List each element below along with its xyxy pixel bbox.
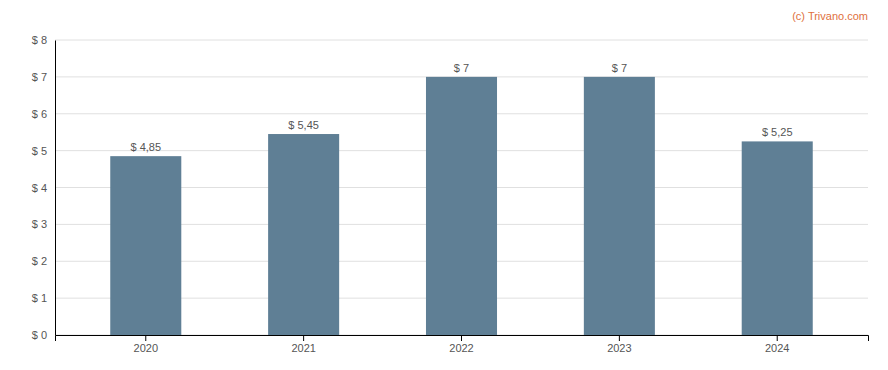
bars — [110, 77, 812, 335]
y-tick-label: $ 6 — [32, 108, 47, 120]
bar — [268, 134, 339, 335]
y-tick-label: $ 3 — [32, 218, 47, 230]
x-tick-mark — [777, 335, 778, 341]
data-label: $ 5,45 — [288, 119, 319, 131]
y-tick-label: $ 5 — [32, 145, 47, 157]
x-tick-label: 2020 — [134, 342, 158, 354]
y-tick: $ 0 — [32, 329, 55, 341]
y-tick: $ 2 — [32, 255, 55, 267]
bar — [742, 141, 813, 335]
x-tick-mark — [145, 335, 146, 341]
y-tick-label: $ 0 — [32, 329, 47, 341]
y-axis: $ 0 $ 1 $ 2 $ 3 $ 4 $ 5 $ 6 $ 7 $ 8 — [32, 34, 56, 341]
y-tick: $ 3 — [32, 218, 55, 230]
bar — [426, 77, 497, 335]
data-label: $ 7 — [612, 62, 627, 74]
y-tick: $ 6 — [32, 108, 55, 120]
annotation: (c) Trivano.com — [792, 10, 868, 22]
x-tick-mark — [303, 335, 304, 341]
y-tick: $ 1 — [32, 292, 55, 304]
x-tick-label: 2024 — [765, 342, 789, 354]
data-label: $ 4,85 — [130, 141, 161, 153]
y-tick-label: $ 2 — [32, 255, 47, 267]
x-tick: 2023 — [607, 335, 631, 354]
chart: $ 0$ 1$ 2$ 3$ 4$ 5$ 6$ 7$ 82020202120222… — [0, 0, 888, 370]
y-tick: $ 5 — [32, 145, 55, 157]
data-labels: $ 4,85 $ 5,45 $ 7 $ 7 $ 5,25 — [130, 62, 792, 153]
x-axis-line — [56, 336, 869, 342]
bar — [110, 156, 181, 335]
x-tick-label: 2023 — [607, 342, 631, 354]
grid — [55, 40, 868, 335]
x-axis: 2020 2021 2022 2023 2024 — [56, 335, 869, 354]
x-tick-label: 2022 — [449, 342, 473, 354]
y-axis-line — [55, 41, 56, 336]
x-tick: 2020 — [134, 335, 158, 354]
y-tick: $ 8 — [32, 34, 55, 46]
plot: $ 0$ 1$ 2$ 3$ 4$ 5$ 6$ 7$ 82020202120222… — [32, 34, 869, 354]
data-label: $ 5,25 — [762, 126, 793, 138]
bar — [584, 77, 655, 335]
x-tick-mark — [619, 335, 620, 341]
grid-line — [55, 40, 868, 41]
y-tick-label: $ 4 — [32, 182, 47, 194]
x-tick: 2021 — [291, 335, 315, 354]
y-tick: $ 7 — [32, 71, 55, 83]
x-tick: 2024 — [765, 335, 789, 354]
y-tick-label: $ 1 — [32, 292, 47, 304]
y-tick-label: $ 8 — [32, 34, 47, 46]
x-tick-mark — [461, 335, 462, 341]
x-tick: 2022 — [449, 335, 473, 354]
data-label: $ 7 — [454, 62, 469, 74]
x-tick-label: 2021 — [291, 342, 315, 354]
y-tick-label: $ 7 — [32, 71, 47, 83]
y-tick: $ 4 — [32, 182, 55, 194]
